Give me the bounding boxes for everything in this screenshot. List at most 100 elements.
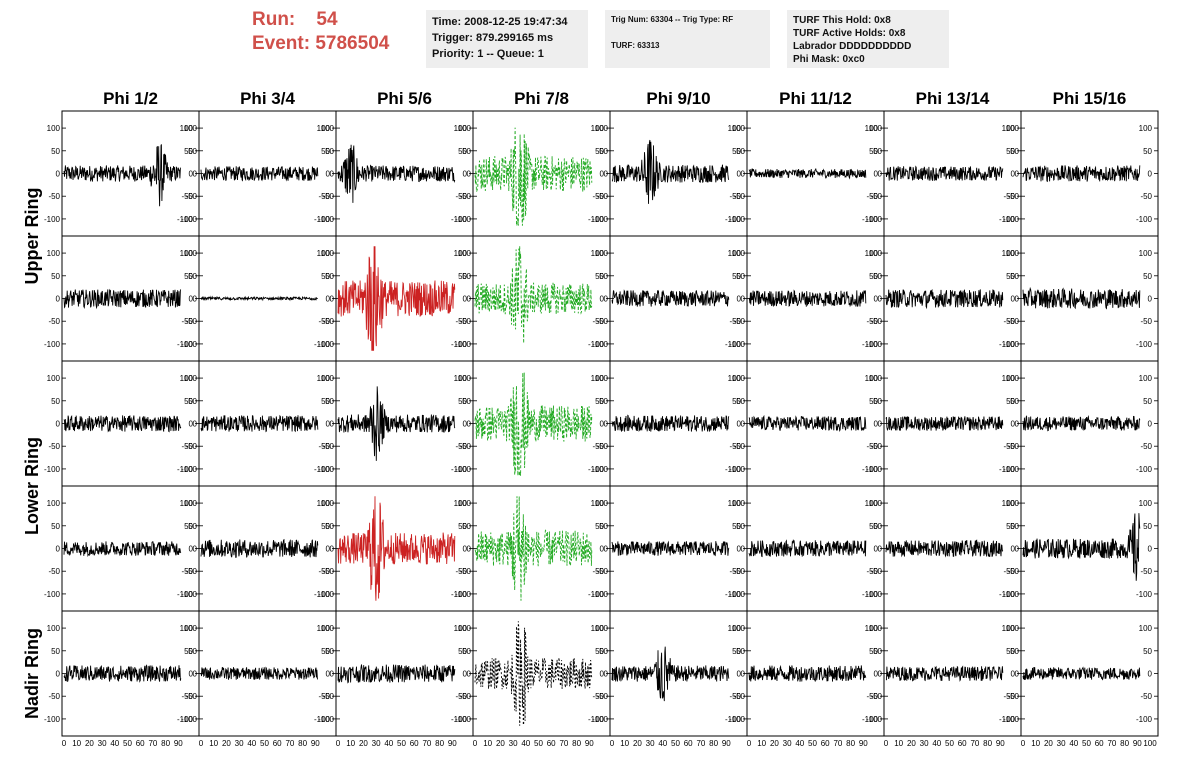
y-tick-label: 100 <box>458 249 472 258</box>
y-tick-label: -100 <box>592 590 609 599</box>
y-tick-label: 50 <box>462 147 471 156</box>
y-tick-label: 50 <box>325 522 334 531</box>
y-tick-label-right: 50 <box>732 397 741 406</box>
x-tick-label: 0 <box>1021 739 1026 748</box>
y-tick-label-right: 100 <box>317 124 331 133</box>
y-tick-label: -100 <box>318 340 335 349</box>
y-tick-label: -50 <box>596 692 608 701</box>
x-tick-label: 0 <box>884 739 889 748</box>
y-tick-label-right: -100 <box>588 590 605 599</box>
y-tick-label: 50 <box>51 272 60 281</box>
y-tick-label: 100 <box>595 374 609 383</box>
y-tick-label: 100 <box>595 249 609 258</box>
y-tick-label: -100 <box>44 715 61 724</box>
y-tick-label: 50 <box>188 397 197 406</box>
waveform-trace <box>63 664 182 683</box>
y-tick-label: -50 <box>322 442 334 451</box>
y-tick-label-right: -100 <box>588 715 605 724</box>
y-tick-label: 0 <box>741 295 746 304</box>
y-tick-label-right: 50 <box>184 397 193 406</box>
x-tick-label: 80 <box>298 739 307 748</box>
y-tick-label: 100 <box>869 124 883 133</box>
y-tick-label: 0 <box>1015 170 1020 179</box>
y-tick-label: -100 <box>729 715 746 724</box>
y-tick-label: -50 <box>1007 692 1019 701</box>
x-tick-label: 40 <box>1069 739 1078 748</box>
y-tick-label: 0 <box>330 545 335 554</box>
x-tick-label: 10 <box>757 739 766 748</box>
y-tick-label: 100 <box>732 249 746 258</box>
y-tick-label: 0 <box>467 670 472 679</box>
y-tick-label: -50 <box>870 317 882 326</box>
y-tick-label: 100 <box>321 374 335 383</box>
y-tick-label-right: -50 <box>1140 442 1152 451</box>
y-tick-label-right: 50 <box>1006 147 1015 156</box>
y-tick-label-right: 50 <box>869 397 878 406</box>
y-tick-label-right: 50 <box>458 147 467 156</box>
y-tick-label: 50 <box>462 272 471 281</box>
x-tick-label: 60 <box>958 739 967 748</box>
y-tick-label: 100 <box>732 624 746 633</box>
y-tick-label: 100 <box>869 249 883 258</box>
column-header: Phi 9/10 <box>646 89 710 108</box>
run-event-display: Run: 54 Event: 5786504 <box>252 8 389 56</box>
waveform-trace <box>1022 165 1141 183</box>
x-tick-label: 30 <box>98 739 107 748</box>
y-tick-label: 100 <box>1006 624 1020 633</box>
y-tick-label: 0 <box>878 420 883 429</box>
x-tick-label: 60 <box>1095 739 1104 748</box>
waveform-trace <box>474 496 593 601</box>
panel-frame <box>1020 360 1159 487</box>
x-tick-label: 50 <box>1082 739 1091 748</box>
run-value: 54 <box>316 9 338 30</box>
y-tick-label-right: 0 <box>326 670 331 679</box>
y-tick-label: 50 <box>873 397 882 406</box>
y-tick-label-right: -50 <box>318 567 330 576</box>
y-tick-label-right: -100 <box>862 340 879 349</box>
turf-active-line: TURF Active Holds: 0x8 <box>793 28 906 39</box>
y-tick-label-right: 50 <box>1006 272 1015 281</box>
y-tick-label: 50 <box>1010 272 1019 281</box>
column-header: Phi 1/2 <box>103 89 158 108</box>
turf-info-box: TURF This Hold: 0x8 TURF Active Holds: 0… <box>787 10 949 68</box>
y-tick-label: 0 <box>467 545 472 554</box>
y-tick-label: -50 <box>733 567 745 576</box>
y-tick-label-right: -50 <box>729 442 741 451</box>
y-tick-label-right: 50 <box>184 522 193 531</box>
y-tick-label-right: 100 <box>1139 124 1153 133</box>
x-tick-label: 0 <box>336 739 341 748</box>
y-tick-label: 50 <box>599 397 608 406</box>
y-tick-label-right: -100 <box>1136 715 1153 724</box>
y-tick-label: 0 <box>467 170 472 179</box>
y-tick-label: -50 <box>733 692 745 701</box>
y-tick-label-right: 0 <box>737 670 742 679</box>
x-tick-label: 10 <box>72 739 81 748</box>
y-tick-label-right: -50 <box>455 192 467 201</box>
waveform-trace <box>474 246 593 344</box>
waveform-trace <box>200 666 319 680</box>
y-tick-label-right: 100 <box>180 374 194 383</box>
x-tick-label: 50 <box>671 739 680 748</box>
y-tick-label-right: 0 <box>737 545 742 554</box>
y-tick-label-right: -50 <box>318 317 330 326</box>
x-tick-label: 70 <box>559 739 568 748</box>
y-tick-label: 50 <box>873 272 882 281</box>
y-tick-label: -100 <box>1003 465 1020 474</box>
y-tick-label: 0 <box>741 670 746 679</box>
x-tick-label: 70 <box>148 739 157 748</box>
x-tick-label: 90 <box>996 739 1005 748</box>
y-tick-label-right: 100 <box>454 124 468 133</box>
y-tick-label: 0 <box>604 170 609 179</box>
y-tick-label-right: 100 <box>317 624 331 633</box>
y-tick-label-right: -100 <box>451 715 468 724</box>
y-tick-label-right: -50 <box>592 317 604 326</box>
y-tick-label: -100 <box>44 590 61 599</box>
y-tick-label-right: -100 <box>451 465 468 474</box>
y-tick-label-right: 100 <box>865 124 879 133</box>
y-tick-label-right: 100 <box>180 499 194 508</box>
y-tick-label: 0 <box>467 420 472 429</box>
y-tick-label: -100 <box>44 215 61 224</box>
y-tick-label-right: 100 <box>317 249 331 258</box>
column-header: Phi 3/4 <box>240 89 295 108</box>
y-tick-label: 100 <box>732 499 746 508</box>
